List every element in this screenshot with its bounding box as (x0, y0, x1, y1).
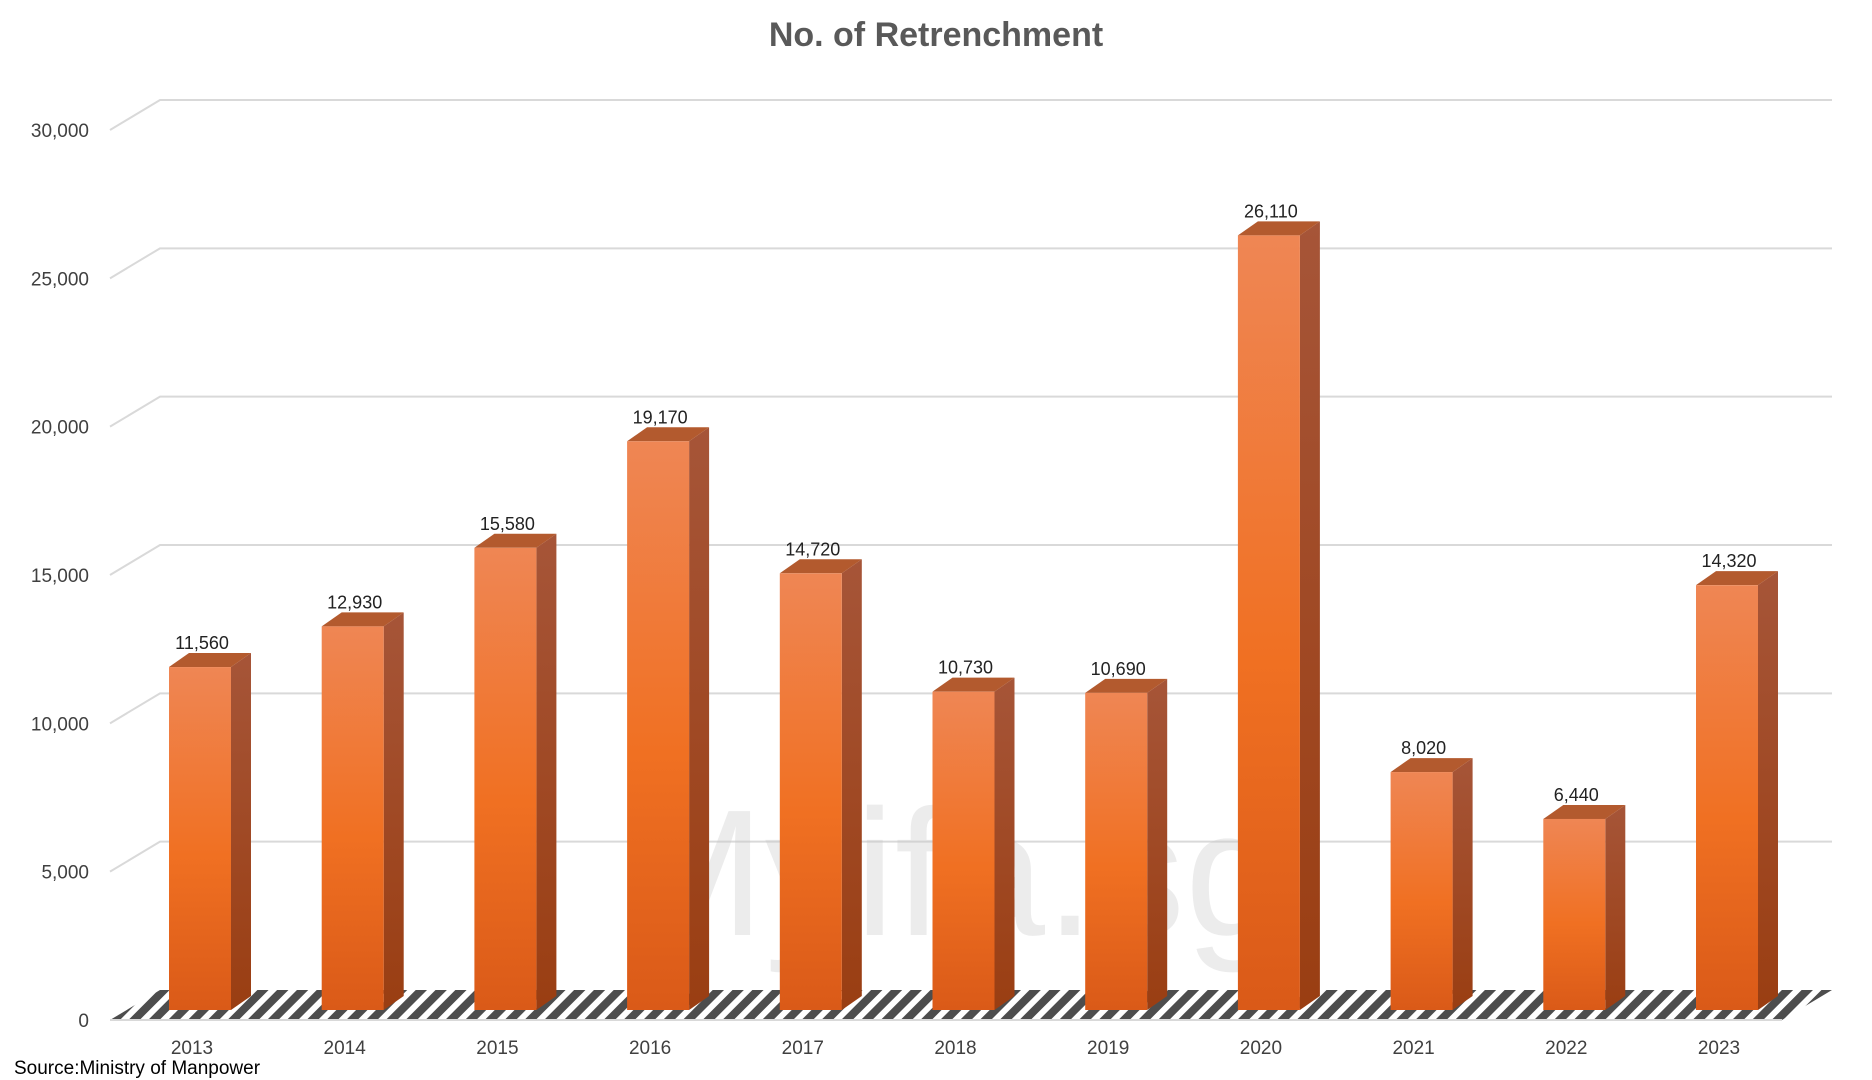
bar (474, 533, 557, 1010)
gridline (109, 247, 1832, 280)
bar-side (383, 612, 404, 1010)
x-tick-label: 2016 (629, 1038, 671, 1059)
x-tick-label: 2017 (782, 1038, 824, 1059)
bar-top (1085, 678, 1168, 693)
x-tick-label: 2019 (1087, 1038, 1129, 1059)
bar-side (1452, 758, 1473, 1010)
bar-top (1390, 758, 1473, 773)
bar-top (932, 677, 1015, 692)
bar (932, 677, 1015, 1010)
bar-side (1299, 221, 1320, 1011)
bar-front (627, 441, 690, 1010)
bar-side (994, 677, 1015, 1010)
x-tick-label: 2022 (1545, 1038, 1587, 1059)
bar-front (169, 667, 231, 1010)
gridline (109, 395, 1832, 428)
bar-side (231, 653, 251, 1010)
bar-top (779, 559, 862, 574)
y-tick-label: 5,000 (41, 863, 89, 884)
gridline (109, 99, 1832, 131)
bar-top (474, 533, 557, 548)
bar-top (321, 612, 404, 627)
bar-front (1237, 235, 1300, 1011)
x-tick-label: 2023 (1698, 1038, 1740, 1059)
bar-top (1237, 221, 1320, 236)
grid-layer (109, 99, 1832, 873)
data-label: 14,320 (1701, 551, 1756, 571)
bar (627, 427, 710, 1010)
bar-side (1605, 804, 1626, 1010)
bar (1390, 758, 1473, 1010)
bar (1237, 221, 1320, 1011)
x-tick-label: 2013 (171, 1038, 213, 1059)
axis-layer: 0 5,000 10,000 15,000 20,000 25,000 30,000 2013… (31, 121, 1782, 1059)
y-tick-label: 10,000 (31, 714, 89, 735)
data-label: 15,580 (480, 514, 535, 534)
bar-top (169, 653, 251, 668)
bar-front (1543, 818, 1606, 1010)
data-label: 11,560 (175, 633, 229, 653)
bar (321, 612, 404, 1010)
bar-front (321, 626, 384, 1010)
bar-side (1758, 571, 1778, 1010)
data-label: 8,020 (1401, 738, 1446, 758)
x-tick-label: 2018 (934, 1038, 976, 1059)
data-label: 12,930 (327, 592, 382, 612)
bar-side (536, 533, 557, 1010)
bar-front (932, 691, 995, 1010)
data-label: 10,730 (938, 658, 993, 678)
labels-layer: 11,560 12,930 15,580 19,170 14,720 10,730 10,6… (175, 201, 1756, 805)
x-tick-label: 2020 (1240, 1038, 1282, 1059)
y-tick-label: 30,000 (31, 121, 89, 142)
bar-side (1147, 678, 1168, 1010)
bar (779, 559, 862, 1010)
data-label: 6,440 (1554, 785, 1599, 805)
bar-top (1543, 804, 1626, 819)
bar (1085, 678, 1168, 1010)
bar-front (1085, 692, 1148, 1010)
bar-side (689, 427, 710, 1010)
y-tick-label: 25,000 (31, 269, 89, 290)
bar-top (1696, 571, 1778, 586)
bar-front (779, 573, 842, 1010)
bar-front (1390, 772, 1453, 1010)
gridline (109, 544, 1832, 576)
x-tick-label: 2021 (1392, 1038, 1434, 1059)
data-label: 19,170 (633, 407, 688, 427)
data-label: 14,720 (785, 539, 840, 559)
bar (1543, 804, 1626, 1010)
data-label: 10,690 (1091, 659, 1146, 679)
x-tick-label: 2014 (324, 1038, 367, 1059)
bar-front (1696, 585, 1758, 1010)
bars-layer (169, 221, 1778, 1011)
bar-top (627, 427, 710, 442)
bar-front (474, 547, 537, 1010)
chart-title: No. of Retrenchment (768, 16, 1104, 54)
y-tick-label: 0 (78, 1011, 89, 1032)
data-label: 26,110 (1244, 201, 1298, 221)
bar-side (841, 559, 862, 1010)
y-tick-label: 15,000 (31, 566, 89, 587)
y-tick-label: 20,000 (31, 418, 89, 439)
bar (169, 653, 251, 1010)
x-tick-label: 2015 (476, 1038, 518, 1059)
source-note: Source:Ministry of Manpower (14, 1058, 261, 1079)
bar (1696, 571, 1778, 1010)
